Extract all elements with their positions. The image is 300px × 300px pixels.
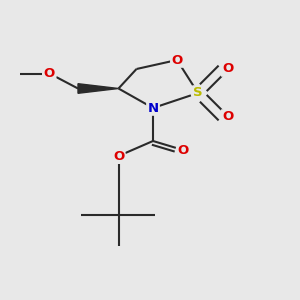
Text: O: O xyxy=(222,62,233,76)
Text: O: O xyxy=(222,110,233,124)
Text: O: O xyxy=(113,149,124,163)
Text: O: O xyxy=(171,53,183,67)
Text: S: S xyxy=(193,86,203,100)
Text: O: O xyxy=(44,67,55,80)
Text: O: O xyxy=(177,143,189,157)
Polygon shape xyxy=(78,84,118,93)
Text: N: N xyxy=(147,101,159,115)
